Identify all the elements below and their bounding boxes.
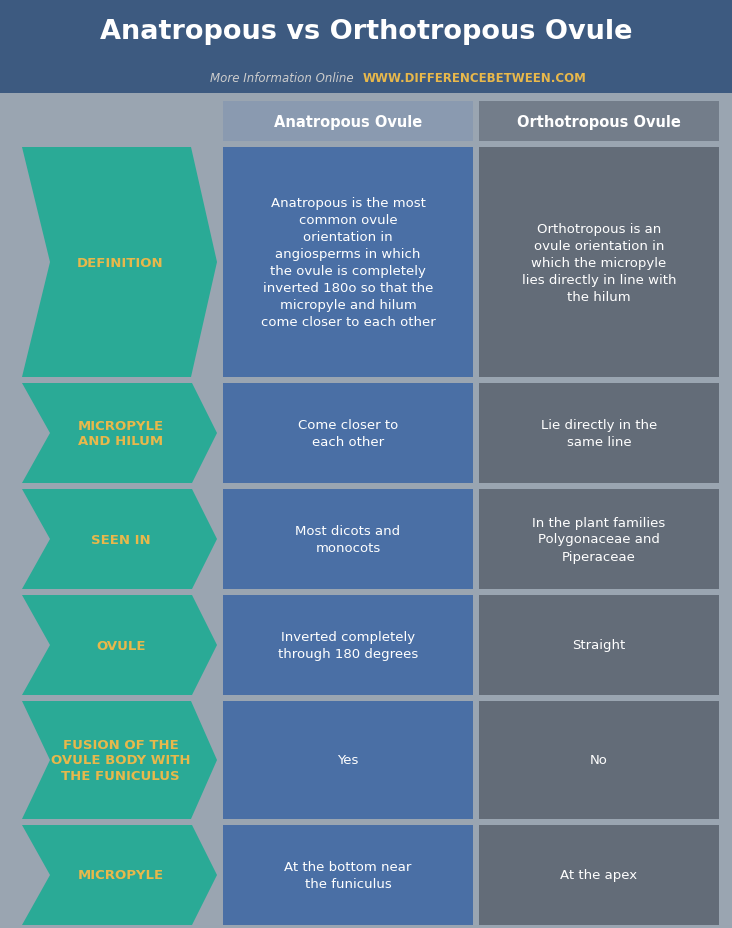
Bar: [479, 702, 719, 819]
Bar: [223, 102, 473, 142]
Bar: [0, 0, 732, 94]
Polygon shape: [22, 825, 217, 925]
Bar: [479, 383, 719, 483]
Text: WWW.DIFFERENCEBETWEEN.COM: WWW.DIFFERENCEBETWEEN.COM: [363, 71, 587, 84]
Text: More Information Online: More Information Online: [210, 71, 361, 84]
Bar: [223, 702, 473, 819]
Text: SEEN IN: SEEN IN: [92, 533, 151, 546]
Text: Anatropous is the most
common ovule
orientation in
angiosperms in which
the ovul: Anatropous is the most common ovule orie…: [261, 197, 436, 329]
Polygon shape: [22, 596, 217, 695]
Text: Orthotropous is an
ovule orientation in
which the micropyle
lies directly in lin: Orthotropous is an ovule orientation in …: [522, 223, 676, 303]
Text: At the bottom near
the funiculus: At the bottom near the funiculus: [284, 860, 411, 890]
Text: No: No: [590, 754, 608, 767]
Text: Anatropous Ovule: Anatropous Ovule: [274, 114, 422, 129]
Polygon shape: [22, 383, 217, 483]
Bar: [479, 102, 719, 142]
Bar: [479, 596, 719, 695]
Text: In the plant families
Polygonaceae and
Piperaceae: In the plant families Polygonaceae and P…: [532, 516, 665, 563]
Polygon shape: [22, 489, 217, 589]
Text: Yes: Yes: [337, 754, 359, 767]
Bar: [479, 489, 719, 589]
Bar: [479, 148, 719, 378]
Text: DEFINITION: DEFINITION: [77, 256, 164, 269]
Text: Anatropous vs Orthotropous Ovule: Anatropous vs Orthotropous Ovule: [100, 19, 632, 45]
Text: Orthotropous Ovule: Orthotropous Ovule: [517, 114, 681, 129]
Text: OVULE: OVULE: [96, 638, 146, 651]
Text: Lie directly in the
same line: Lie directly in the same line: [541, 419, 657, 448]
Bar: [223, 489, 473, 589]
Polygon shape: [22, 702, 217, 819]
Bar: [223, 596, 473, 695]
Text: MICROPYLE
AND HILUM: MICROPYLE AND HILUM: [78, 419, 164, 448]
Bar: [223, 148, 473, 378]
Text: Inverted completely
through 180 degrees: Inverted completely through 180 degrees: [278, 630, 418, 661]
Polygon shape: [22, 148, 217, 378]
Text: Come closer to
each other: Come closer to each other: [298, 419, 398, 448]
Text: MICROPYLE: MICROPYLE: [78, 869, 164, 882]
Text: At the apex: At the apex: [561, 869, 638, 882]
Text: Straight: Straight: [572, 638, 626, 651]
Text: FUSION OF THE
OVULE BODY WITH
THE FUNICULUS: FUSION OF THE OVULE BODY WITH THE FUNICU…: [51, 738, 190, 782]
Bar: [223, 383, 473, 483]
Text: Most dicots and
monocots: Most dicots and monocots: [296, 524, 400, 554]
Bar: [223, 825, 473, 925]
Bar: [479, 825, 719, 925]
